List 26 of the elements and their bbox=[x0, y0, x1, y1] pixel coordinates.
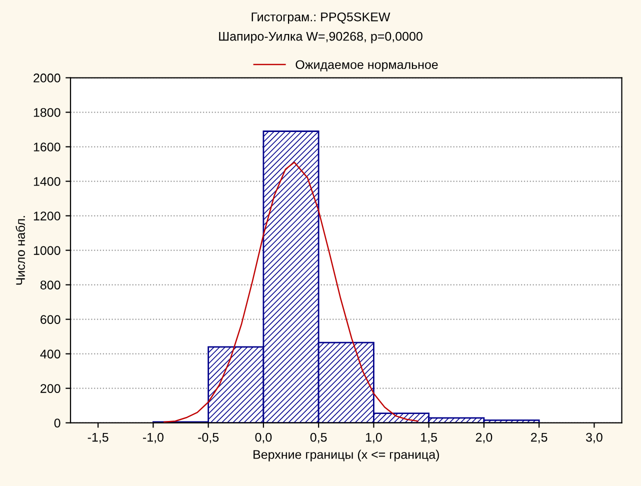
legend-label: Ожидаемое нормальное bbox=[296, 60, 438, 72]
x-tick-label: -0,5 bbox=[198, 432, 219, 444]
x-tick-label: 2,0 bbox=[476, 432, 492, 444]
y-tick-label: 2000 bbox=[34, 74, 60, 82]
x-tick-label: 1,0 bbox=[366, 432, 382, 444]
chart-subtitle: Шапиро-Уилка W=,90268, p=0,0000 bbox=[219, 32, 422, 44]
y-tick-label: 0 bbox=[54, 418, 60, 428]
y-tick-label: 1000 bbox=[34, 246, 60, 255]
y-tick-label: 1200 bbox=[34, 212, 60, 220]
y-tick-label: 600 bbox=[40, 315, 60, 324]
x-tick-label: -1,5 bbox=[88, 433, 108, 444]
y-tick-label: 400 bbox=[40, 350, 60, 358]
x-tick-label: 2,5 bbox=[531, 432, 548, 444]
y-tick-label: 800 bbox=[40, 280, 60, 290]
x-tick-label: -1,0 bbox=[142, 432, 164, 444]
y-axis-title: Число набл. bbox=[16, 216, 25, 285]
x-tick-label: 0,0 bbox=[255, 432, 272, 444]
x-axis-title: Верхние границы (x <= граница) bbox=[254, 450, 439, 462]
x-tick-label: 0,5 bbox=[310, 432, 327, 444]
x-tick-label: 3,0 bbox=[586, 432, 602, 444]
chart-title: Гистограм.: PPQ5SKEW bbox=[252, 12, 390, 24]
y-tick-label: 1400 bbox=[34, 177, 60, 186]
x-tick-label: 1,5 bbox=[421, 433, 437, 444]
y-tick-label: 1600 bbox=[34, 142, 60, 152]
y-tick-label: 200 bbox=[40, 384, 60, 393]
y-tick-label: 1800 bbox=[34, 108, 60, 117]
